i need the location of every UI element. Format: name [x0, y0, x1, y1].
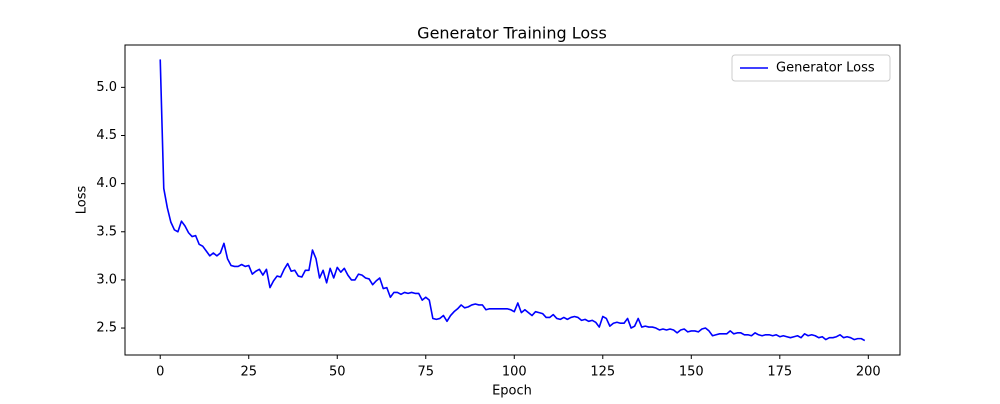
y-axis-label: Loss [75, 186, 90, 215]
y-tick-label: 4.0 [96, 176, 117, 191]
y-tick-label: 2.5 [96, 321, 117, 336]
x-tick-label: 50 [329, 365, 346, 380]
x-axis-label: Epoch [492, 384, 532, 399]
x-tick-label: 0 [156, 365, 164, 380]
y-tick-label: 3.0 [96, 272, 117, 287]
plot-frame [124, 44, 901, 356]
legend-label: Generator Loss [776, 61, 875, 76]
x-tick-label: 100 [502, 365, 527, 380]
data-line [159, 59, 866, 342]
x-tick-label: 150 [679, 365, 704, 380]
x-tick-label: 75 [417, 365, 434, 380]
x-tick-label: 125 [590, 365, 615, 380]
y-tick-label: 4.5 [96, 128, 117, 143]
x-tick-label: 200 [856, 365, 881, 380]
chart-title: Generator Training Loss [417, 24, 607, 43]
y-tick-label: 5.0 [96, 80, 117, 95]
legend-box [731, 54, 891, 82]
y-tick-label: 3.5 [96, 224, 117, 239]
x-tick-label: 175 [767, 365, 792, 380]
x-tick-label: 25 [240, 365, 257, 380]
